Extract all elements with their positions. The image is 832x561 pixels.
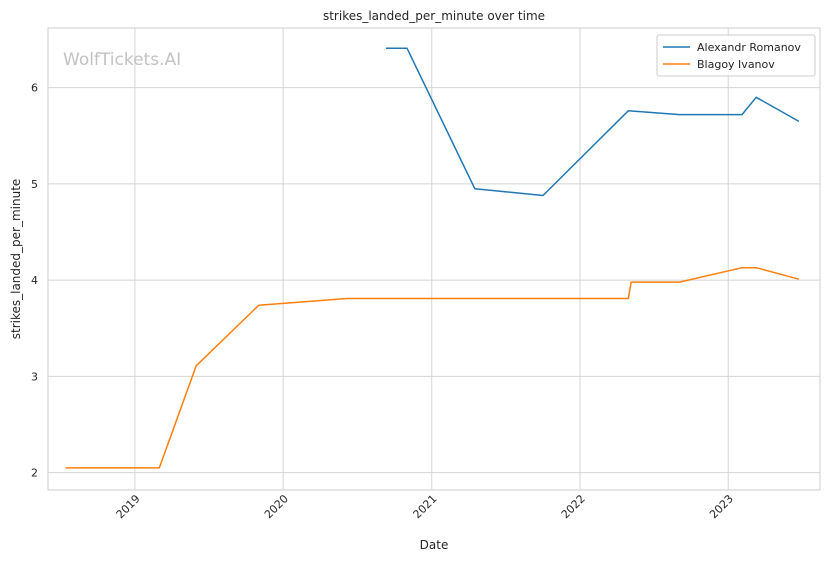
y-tick-label-5: 5 bbox=[31, 178, 38, 191]
legend-label-alexandr-romanov: Alexandr Romanov bbox=[697, 41, 801, 54]
y-tick-label-3: 3 bbox=[31, 370, 38, 383]
x-tick-label-2020: 2020 bbox=[262, 492, 291, 521]
x-gridlines bbox=[134, 28, 729, 490]
chart-title: strikes_landed_per_minute over time bbox=[323, 9, 545, 23]
x-tick-labels: 2019 2020 2021 2022 2023 bbox=[114, 492, 736, 521]
x-tick-label-2022: 2022 bbox=[559, 492, 588, 521]
series-line-alexandr-romanov bbox=[385, 47, 800, 197]
y-tick-label-4: 4 bbox=[31, 274, 38, 287]
legend-box bbox=[656, 34, 816, 77]
x-axis-label: Date bbox=[420, 538, 449, 552]
legend-label-blagoy-ivanov: Blagoy Ivanov bbox=[697, 58, 775, 71]
watermark-text: WolfTickets.AI bbox=[63, 50, 181, 70]
x-tick-label-2023: 2023 bbox=[707, 492, 736, 521]
y-tick-label-6: 6 bbox=[31, 82, 38, 95]
x-tick-label-2021: 2021 bbox=[411, 492, 440, 521]
y-gridlines bbox=[48, 87, 820, 474]
legend: Alexandr Romanov Blagoy Ivanov bbox=[656, 34, 816, 77]
plot-area bbox=[47, 27, 821, 491]
series-line-blagoy-ivanov bbox=[65, 266, 800, 469]
y-axis-label: strikes_landed_per_minute bbox=[9, 179, 23, 340]
x-tick-label-2019: 2019 bbox=[114, 492, 143, 521]
y-tick-labels: 2 3 4 5 6 bbox=[31, 82, 38, 480]
series-layer bbox=[65, 47, 800, 469]
y-tick-label-2: 2 bbox=[31, 467, 38, 480]
